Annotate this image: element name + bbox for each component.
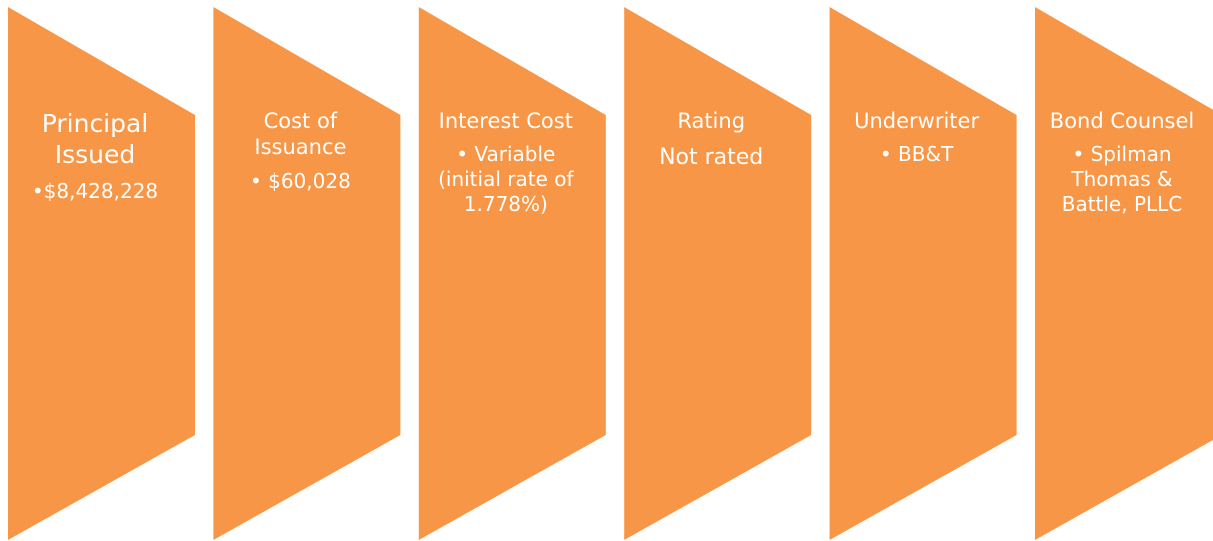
process-shape — [213, 7, 401, 540]
step-item: Spilman Thomas & Battle, PLLC — [1047, 142, 1197, 217]
step-text: Interest Cost Variable (initial rate of 1… — [431, 108, 581, 217]
step-text: Bond Counsel Spilman Thomas & Battle, PLL… — [1047, 108, 1197, 217]
process-shape — [8, 7, 195, 540]
step-title: Principal Issued — [41, 109, 149, 170]
step-item: $8,428,228 — [20, 179, 170, 204]
process-shape — [624, 7, 812, 540]
step-title: Bond Counsel — [1049, 109, 1195, 133]
step-item: Variable (initial rate of 1.778%) — [431, 142, 581, 217]
step-text: Principal Issued $8,428,228 — [20, 108, 170, 204]
step-title: Cost of Issuance — [254, 109, 347, 160]
step-item: BB&T — [842, 142, 992, 167]
step-item: $60,028 — [225, 169, 375, 194]
step-title: Rating — [677, 109, 746, 133]
step-text: Underwriter BB&T — [842, 108, 992, 167]
step-subtitle: Not rated — [659, 145, 764, 171]
step-text: Cost of Issuance $60,028 — [225, 108, 375, 194]
step-text: Rating Not rated — [636, 108, 786, 172]
process-shape — [1035, 7, 1213, 540]
step-title: Interest Cost — [438, 109, 573, 133]
step-title: Underwriter — [854, 109, 980, 133]
process-shape — [418, 7, 606, 540]
process-shape — [829, 7, 1017, 540]
